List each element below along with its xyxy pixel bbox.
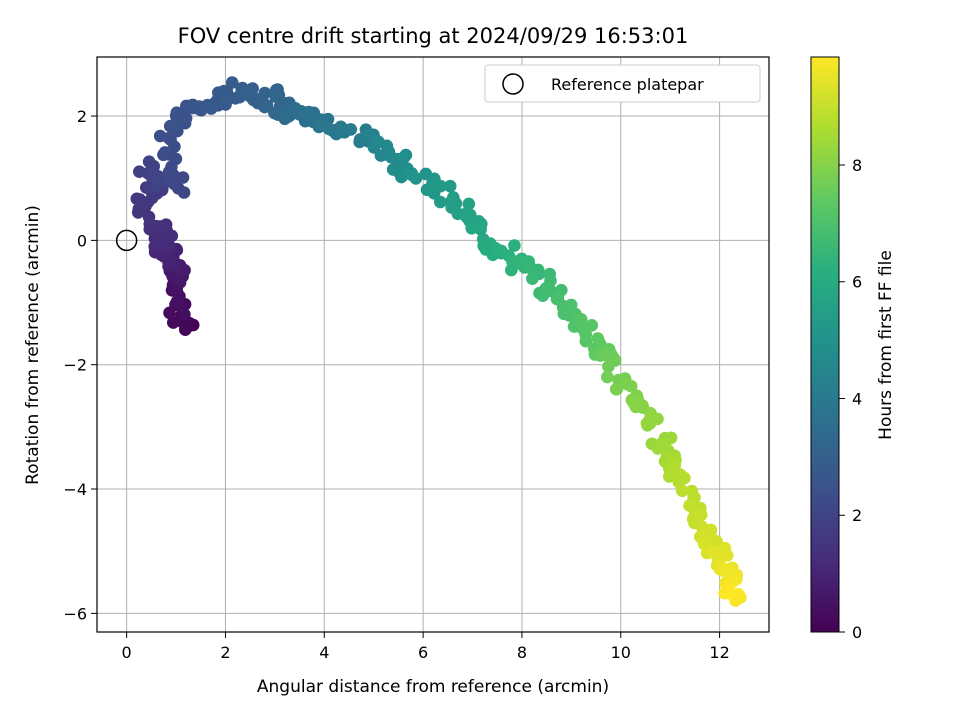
data-point	[344, 123, 358, 136]
y-tick-label: −6	[63, 604, 87, 623]
data-point	[465, 222, 479, 235]
data-point	[269, 90, 282, 103]
data-point	[574, 313, 588, 326]
x-tick-label: 8	[517, 643, 527, 662]
data-point	[218, 89, 232, 102]
data-point	[704, 523, 718, 537]
data-point	[694, 508, 708, 522]
x-axis: 0 2 4 6 8 10 12	[122, 632, 730, 662]
data-point	[678, 471, 691, 485]
data-point	[179, 112, 193, 125]
colorbar-label: Hours from first FF file	[876, 250, 896, 440]
data-point	[664, 431, 678, 445]
data-point	[397, 151, 411, 164]
data-point	[294, 105, 308, 118]
data-point	[624, 379, 638, 393]
colorbar-gradient	[810, 56, 840, 633]
data-point	[591, 332, 605, 345]
x-tick-label: 4	[319, 643, 329, 662]
data-point	[168, 118, 181, 131]
data-point	[462, 197, 476, 211]
data-point	[585, 319, 599, 332]
data-point	[204, 102, 218, 115]
colorbar-tick-label: 4	[852, 389, 862, 408]
x-tick-label: 12	[709, 643, 729, 662]
data-point	[162, 165, 176, 179]
data-point	[627, 397, 641, 410]
data-point	[710, 535, 723, 548]
data-point	[142, 155, 156, 168]
y-tick-label: 2	[77, 107, 87, 126]
data-point	[447, 191, 460, 204]
data-point	[601, 370, 614, 384]
x-tick-label: 2	[220, 643, 230, 662]
grid	[97, 57, 769, 632]
data-point	[225, 76, 239, 89]
data-point	[579, 334, 593, 348]
data-point	[651, 412, 664, 426]
data-point	[177, 186, 191, 199]
data-point	[162, 131, 176, 145]
legend-box	[484, 64, 761, 103]
legend-entry-label: Reference platepar	[551, 75, 704, 94]
data-point	[241, 87, 254, 100]
data-point	[492, 244, 506, 257]
x-tick-label: 6	[418, 643, 428, 662]
data-point	[169, 152, 183, 166]
data-point	[167, 316, 180, 329]
colorbar-tick-label: 2	[852, 506, 862, 525]
data-point	[443, 179, 457, 193]
data-point	[508, 239, 521, 252]
data-point	[434, 179, 447, 193]
data-point	[505, 263, 518, 277]
x-tick-label: 0	[122, 643, 132, 662]
data-point	[602, 360, 615, 373]
colorbar-ticks: 0 2 4 6 8	[839, 156, 862, 642]
y-axis: −6 −4 −2 0 2	[63, 107, 97, 623]
data-point	[663, 470, 676, 483]
x-tick-label: 10	[611, 643, 631, 662]
data-point	[434, 195, 447, 209]
reference-platepar-marker	[115, 229, 138, 252]
data-point	[675, 484, 689, 498]
colorbar-tick-label: 6	[852, 273, 862, 292]
y-tick-label: 0	[77, 231, 87, 250]
data-point	[526, 272, 539, 286]
data-point	[405, 168, 419, 182]
data-point	[541, 281, 554, 294]
y-axis-label: Rotation from reference (arcmin)	[23, 205, 43, 485]
data-point	[158, 146, 172, 159]
data-point	[420, 183, 434, 197]
y-tick-label: −4	[63, 480, 87, 499]
data-point	[609, 382, 623, 396]
data-point	[557, 307, 571, 321]
chart-title: FOV centre drift starting at 2024/09/29 …	[178, 24, 689, 48]
y-tick-label: −2	[63, 356, 87, 375]
data-point	[163, 239, 176, 253]
data-point	[258, 86, 272, 100]
plot-frame	[96, 56, 770, 633]
colorbar-tick-label: 8	[852, 156, 862, 175]
data-point	[133, 165, 146, 178]
data-point	[382, 145, 396, 158]
data-point	[723, 587, 737, 600]
data-point	[640, 417, 654, 430]
colorbar-tick-label: 0	[852, 623, 862, 642]
x-axis-label: Angular distance from reference (arcmin)	[257, 677, 609, 697]
colorbar: 0 2 4 6 8 Hours from first FF file	[810, 56, 896, 642]
legend-reference-icon	[502, 73, 524, 95]
data-point	[683, 499, 696, 512]
data-point	[334, 120, 348, 134]
data-points	[130, 76, 747, 607]
legend: Reference platepar	[484, 64, 761, 103]
